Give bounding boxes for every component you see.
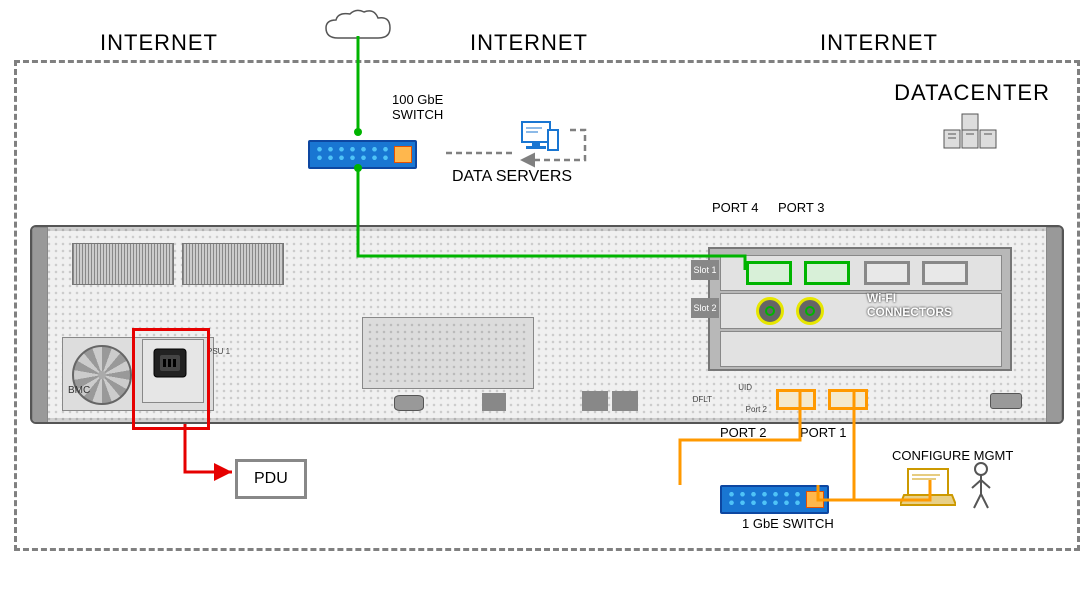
- laptop-icon: [900, 465, 956, 509]
- internet-label-1: INTERNET: [100, 30, 218, 56]
- switch-100gbe: [308, 140, 417, 169]
- uid-label: UID: [738, 383, 752, 392]
- pdu-box: PDU: [235, 459, 307, 499]
- datacenter-icon: [940, 112, 1000, 152]
- port2[interactable]: [776, 389, 816, 410]
- cloud-icon: [318, 8, 398, 48]
- port4[interactable]: [746, 261, 792, 285]
- psu-highlight: [132, 328, 210, 430]
- switch-1gbe-label: 1 GbE SWITCH: [742, 516, 834, 531]
- slot2-tab: Slot 2: [691, 298, 719, 318]
- data-servers-label: DATA SERVERS: [452, 168, 572, 186]
- configure-mgmt-label: CONFIGURE MGMT: [892, 448, 1013, 463]
- slot1-tab: Slot 1: [691, 260, 719, 280]
- dflt-label: DFLT: [693, 395, 712, 404]
- datacenter-label: DATACENTER: [894, 80, 1050, 106]
- internet-label-3: INTERNET: [820, 30, 938, 56]
- switch-100gbe-label: 100 GbE SWITCH: [392, 92, 443, 122]
- wifi-connectors-label: Wi-FI CONNECTORS: [867, 291, 952, 319]
- psu1-label: PSU 1: [207, 347, 230, 356]
- port3-label: PORT 3: [778, 200, 824, 215]
- wifi-connector-1[interactable]: [756, 297, 784, 325]
- sfp-extra-1: [864, 261, 910, 285]
- sfp-extra-2: [922, 261, 968, 285]
- internet-label-2: INTERNET: [470, 30, 588, 56]
- vga-port: [990, 393, 1022, 409]
- port4-label: PORT 4: [712, 200, 758, 215]
- port1-label: PORT 1: [800, 425, 846, 440]
- person-icon: [968, 462, 994, 510]
- port2-label: PORT 2: [720, 425, 766, 440]
- port1[interactable]: [828, 389, 868, 410]
- serial-port: [394, 395, 424, 411]
- port3[interactable]: [804, 261, 850, 285]
- wifi-connector-2[interactable]: [796, 297, 824, 325]
- port-s-label: Port 2: [746, 405, 767, 414]
- pc-icon-dataserver: [518, 118, 560, 160]
- switch-1gbe: [720, 485, 829, 514]
- bmc-label: BMC: [68, 385, 90, 396]
